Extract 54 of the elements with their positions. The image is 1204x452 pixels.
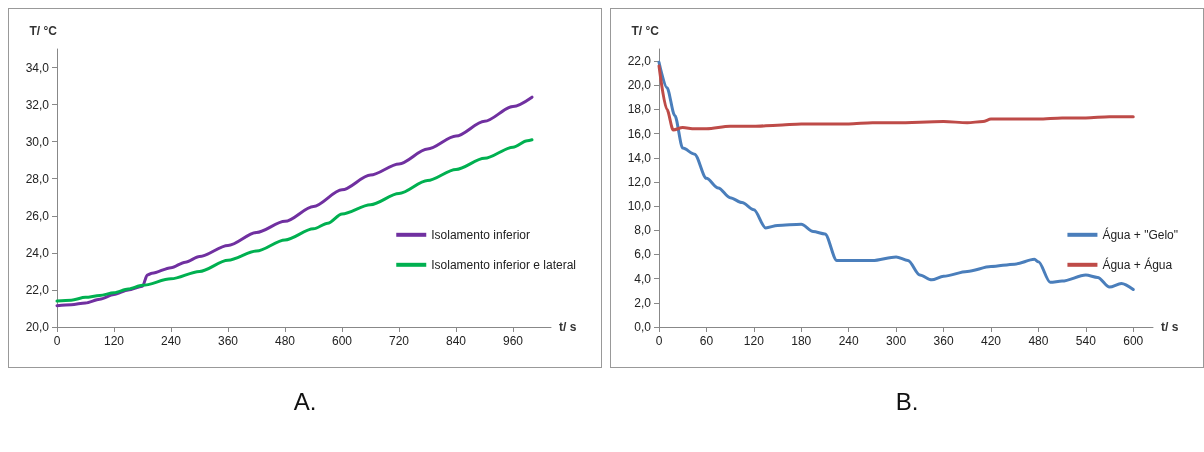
x-tick-label: 480 [1028,334,1049,348]
y-tick-label: 18,0 [627,102,652,117]
y-tick-label: 28,0 [25,171,50,186]
x-tick-label: 180 [791,334,812,348]
legend-label: Água + Água [1102,256,1173,272]
y-tick-label: 16,0 [627,126,652,141]
y-tick-label: 2,0 [634,295,652,310]
line-series [55,95,534,308]
x-tick-label: 840 [445,334,467,348]
x-tick-label: 120 [743,334,765,348]
x-tick-label: 0 [53,334,61,348]
x-tick-label: 600 [331,334,353,348]
x-tick-label: 540 [1075,334,1097,348]
y-tick-label: 20,0 [25,320,50,334]
x-tick-label: 300 [886,334,907,348]
y-tick-label: 24,0 [25,245,50,260]
x-tick-label: 240 [838,334,860,348]
x-axis-title: t/ s [1161,320,1179,334]
legend-label: Água + "Gelo" [1102,226,1179,242]
y-tick-label: 6,0 [634,247,652,262]
x-tick-label: 360 [933,334,954,348]
legend-label: Isolamento inferior e lateral [431,257,577,272]
line-series [657,64,1135,132]
line-series [657,60,1135,292]
y-tick-label: 22,0 [627,54,652,69]
y-tick-label: 14,0 [627,150,652,165]
x-tick-label: 480 [274,334,296,348]
x-tick-label: 600 [1123,334,1144,348]
text: B. [894,388,920,416]
x-tick-label: 960 [502,334,524,348]
y-tick-label: 34,0 [25,60,50,75]
x-tick-label: 60 [699,334,714,348]
y-tick-label: 30,0 [25,134,50,149]
y-tick-label: 4,0 [634,271,652,286]
legend-label: Isolamento inferior [431,227,530,242]
x-tick-label: 0 [655,334,663,348]
x-tick-label: 360 [217,334,239,348]
y-tick-label: 10,0 [627,199,652,214]
x-tick-label: 720 [388,334,410,348]
y-axis-title: T/ °C [29,24,58,38]
y-tick-label: 8,0 [634,223,652,238]
x-axis-title: t/ s [559,320,577,334]
y-tick-label: 12,0 [627,174,652,189]
y-tick-label: 0,0 [634,320,652,334]
x-tick-label: 240 [160,334,182,348]
y-tick-label: 20,0 [627,78,652,93]
y-tick-label: 26,0 [25,208,50,223]
y-tick-label: 22,0 [25,282,50,297]
text: A. [292,388,318,416]
y-tick-label: 32,0 [25,97,50,112]
y-axis-title: T/ °C [631,24,660,38]
x-tick-label: 120 [103,334,125,348]
line-series [55,138,534,303]
x-tick-label: 420 [980,334,1002,348]
